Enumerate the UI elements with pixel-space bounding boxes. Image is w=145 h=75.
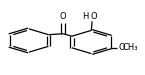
Text: H: H — [82, 12, 89, 21]
Text: O: O — [90, 12, 97, 21]
Text: CH₃: CH₃ — [123, 43, 138, 52]
Text: O: O — [60, 12, 66, 21]
Text: O: O — [118, 43, 125, 52]
